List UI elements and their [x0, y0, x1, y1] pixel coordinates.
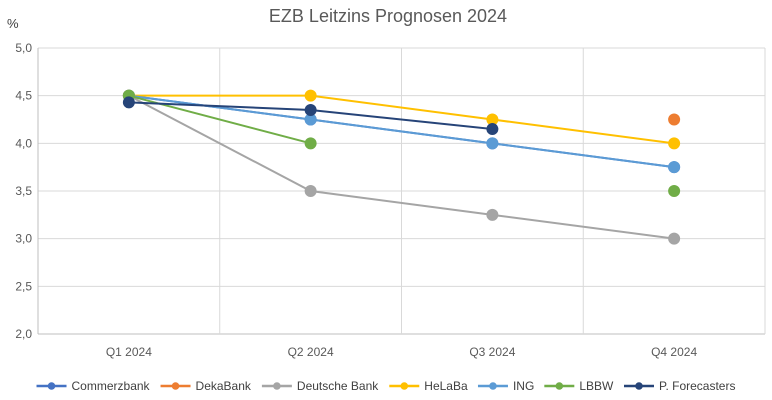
- data-point: [668, 161, 681, 174]
- y-tick-label: 3,5: [15, 184, 32, 198]
- legend-swatch-marker: [400, 382, 409, 390]
- data-point: [486, 137, 499, 150]
- y-tick-label: 5,0: [15, 41, 32, 55]
- data-point: [486, 123, 499, 136]
- y-unit-label: %: [7, 16, 19, 31]
- legend-swatch-marker: [635, 382, 643, 390]
- data-point: [668, 185, 681, 197]
- legend-swatch-marker: [489, 382, 497, 390]
- legend-label: LBBW: [579, 379, 614, 393]
- chart-title: EZB Leitzins Prognosen 2024: [269, 6, 507, 26]
- data-point: [304, 185, 317, 197]
- series-layer: [122, 89, 681, 245]
- series-line: [128, 94, 675, 145]
- y-tick-label: 4,5: [15, 89, 32, 103]
- y-tick-label: 4,0: [15, 136, 32, 150]
- legend-swatch-marker: [273, 382, 281, 390]
- data-point: [668, 113, 681, 126]
- legend-label: ING: [513, 379, 534, 393]
- legend-label: HeLaBa: [424, 379, 468, 393]
- data-point: [304, 89, 317, 102]
- data-point: [304, 137, 317, 150]
- data-point: [668, 137, 681, 150]
- legend-item: HeLaBa: [389, 379, 468, 393]
- legend-item: Deutsche Bank: [261, 379, 379, 393]
- y-tick-label: 2,0: [15, 327, 32, 341]
- y-axis-ticks: 2,0 2,5 3,0 3,5 4,0 4,5 5,0: [15, 41, 32, 341]
- series-line: [128, 94, 675, 240]
- y-tick-label: 3,0: [15, 232, 32, 246]
- data-point: [304, 103, 317, 116]
- legend-label: Deutsche Bank: [297, 379, 379, 393]
- gridlines: [37, 47, 766, 335]
- data-point: [122, 96, 135, 109]
- legend-swatch-marker: [47, 382, 56, 390]
- series-line: [128, 94, 675, 169]
- legend-item: ING: [477, 379, 534, 393]
- legend-swatch-marker: [555, 382, 564, 390]
- legend: Commerzbank DekaBank Deutsche Bank HeLaBa IN…: [36, 379, 735, 393]
- legend-item: LBBW: [544, 379, 614, 393]
- y-tick-label: 2,5: [15, 279, 32, 293]
- legend-item: DekaBank: [160, 379, 252, 393]
- legend-label: P. Forecasters: [659, 379, 735, 393]
- legend-item: P. Forecasters: [624, 379, 735, 393]
- series-p-forecasters: [122, 96, 499, 136]
- legend-swatch-marker: [171, 382, 180, 390]
- x-tick-label: Q1 2024: [106, 345, 152, 359]
- x-tick-label: Q2 2024: [288, 345, 334, 359]
- legend-label: DekaBank: [196, 379, 252, 393]
- x-tick-label: Q3 2024: [469, 345, 515, 359]
- data-point: [668, 232, 681, 245]
- x-tick-label: Q4 2024: [651, 345, 697, 359]
- legend-item: Commerzbank: [36, 379, 151, 393]
- legend-label: Commerzbank: [72, 379, 151, 393]
- x-axis-ticks: Q1 2024 Q2 2024 Q3 2024 Q4 2024: [106, 345, 698, 359]
- data-point: [486, 208, 499, 221]
